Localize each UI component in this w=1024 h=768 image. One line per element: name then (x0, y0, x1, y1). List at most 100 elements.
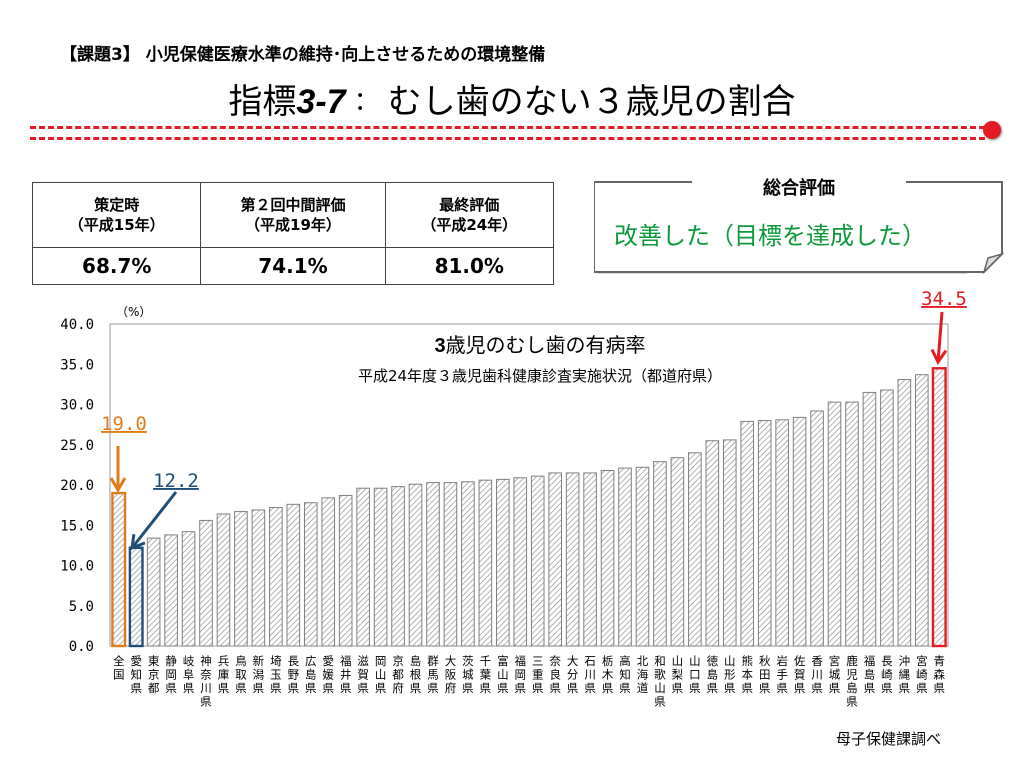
x-tick-label: 山形県 (724, 654, 736, 695)
y-tick-label: 20.0 (60, 478, 94, 494)
bar-群馬県 (426, 482, 440, 647)
x-tick-label: 三重県 (532, 654, 544, 695)
bar-広島県 (303, 502, 318, 647)
y-tick-label: 5.0 (69, 599, 94, 615)
x-tick-label: 和歌山県 (654, 654, 666, 709)
x-tick-label: 奈良県 (549, 654, 561, 695)
x-tick-label: 愛媛県 (322, 654, 334, 695)
source-note: 母子保健課調べ (836, 730, 942, 748)
x-tick-label: 青森県 (934, 654, 946, 695)
x-tick-label: 沖縄県 (899, 654, 911, 695)
header-line: 第２回中間評価 (240, 196, 346, 214)
x-tick-label: 茨城県 (462, 654, 474, 695)
callout-arrowhead (930, 348, 948, 365)
x-tick-label: 長崎県 (881, 654, 893, 695)
bar-福井県 (338, 494, 353, 647)
x-tick-label: 栃木県 (602, 654, 614, 695)
x-tick-label: 鳥取県 (235, 654, 247, 695)
title-separator: ： (353, 87, 380, 117)
callout-value-label: 34.5 (921, 288, 967, 310)
divider-dot (983, 121, 1001, 139)
x-tick-label: 秋田県 (759, 654, 771, 695)
x-tick-label: 鹿児島県 (846, 654, 858, 709)
bar-岩手県 (775, 419, 789, 647)
bar-栃木県 (600, 470, 615, 647)
y-tick-label: 15.0 (60, 518, 94, 534)
x-tick-label: 山梨県 (672, 654, 684, 695)
x-tick-label: 宮城県 (829, 654, 841, 695)
bar-秋田県 (757, 420, 772, 647)
x-tick-label: 香川県 (811, 654, 823, 695)
bar-富山県 (496, 478, 510, 647)
bar-福岡県 (513, 477, 528, 647)
bar-石川県 (583, 472, 597, 647)
x-tick-label: 京都府 (392, 654, 404, 695)
x-tick-label: 佐賀県 (794, 654, 806, 695)
value-cell-final: 81.0% (384, 247, 555, 285)
x-tick-label: 全国 (113, 654, 125, 682)
bar-滋賀県 (356, 487, 370, 647)
bar-青森県 (931, 367, 947, 648)
x-tick-label: 岡山県 (375, 654, 387, 695)
bar-徳島県 (705, 440, 720, 647)
bar-福島県 (862, 391, 877, 647)
bar-宮崎県 (915, 374, 929, 647)
x-tick-label: 大阪府 (445, 654, 457, 695)
y-tick-label: 0.0 (69, 639, 94, 655)
x-tick-label: 千葉県 (480, 654, 492, 695)
y-tick-label: 25.0 (60, 438, 94, 454)
x-tick-label: 熊本県 (741, 654, 753, 695)
assessment-box: 総合評価 改善した（目標を達成した） (594, 178, 1004, 274)
plot-area (109, 323, 949, 647)
x-tick-label: 宮崎県 (916, 654, 928, 695)
callout-arrowhead (109, 477, 127, 493)
bar-東京都 (146, 537, 161, 647)
bar-茨城県 (461, 481, 475, 647)
x-tick-label: 愛知県 (130, 654, 142, 695)
bar-静岡県 (164, 534, 178, 647)
bar-山口県 (688, 452, 702, 647)
x-tick-label: 北海道 (637, 654, 649, 695)
title-indicator-code: 3-7 (296, 83, 346, 121)
chart-subtitle: 平成24年度３歳児歯科健康診査実施状況（都道府県） (358, 367, 722, 385)
bar-山梨県 (670, 457, 685, 647)
header-line: 策定時 (94, 196, 140, 214)
header-line: （平成15年） (68, 216, 165, 234)
callout-value-label: 19.0 (101, 413, 147, 435)
y-tick-label: 30.0 (60, 398, 94, 414)
bar-大分県 (565, 472, 580, 647)
assessment-label: 総合評価 (763, 178, 835, 199)
x-tick-label: 大分県 (567, 654, 579, 695)
x-tick-label: 岐阜県 (183, 654, 195, 695)
x-tick-label: 富山県 (497, 654, 509, 695)
x-tick-label: 滋賀県 (357, 654, 369, 695)
bar-和歌山県 (653, 461, 667, 647)
header-cell-final: 最終評価 （平成24年） (384, 182, 555, 248)
bar-宮城県 (827, 401, 842, 647)
assessment-result: 改善した（目標を達成した） (614, 222, 926, 250)
bar-沖縄県 (897, 379, 912, 647)
callout-arrowhead (130, 534, 146, 551)
callout-arrow (130, 491, 178, 549)
y-tick-label: 10.0 (60, 559, 94, 575)
x-tick-label: 高知県 (619, 654, 631, 695)
x-tick-label: 神奈川県 (200, 654, 212, 709)
title-divider (30, 126, 985, 140)
bar-愛知県 (128, 546, 144, 648)
bar-鹿児島県 (845, 401, 859, 647)
bar-香川県 (810, 410, 824, 647)
callout-arrow (936, 311, 944, 363)
bar-北海道 (635, 466, 650, 647)
x-tick-label: 新潟県 (253, 654, 265, 695)
bar-佐賀県 (792, 416, 807, 647)
y-tick-label: 35.0 (60, 357, 94, 373)
bar-鳥取県 (234, 511, 248, 647)
page-title: 指標3-7：むし歯のない３歳児の割合 (0, 74, 1024, 123)
bar-岡山県 (373, 487, 388, 647)
header-cell-baseline: 策定時 （平成15年） (31, 182, 202, 248)
bar-三重県 (530, 475, 545, 647)
x-tick-label: 徳島県 (707, 654, 719, 695)
x-tick-label: 石川県 (584, 654, 596, 695)
bar-新潟県 (251, 509, 266, 647)
